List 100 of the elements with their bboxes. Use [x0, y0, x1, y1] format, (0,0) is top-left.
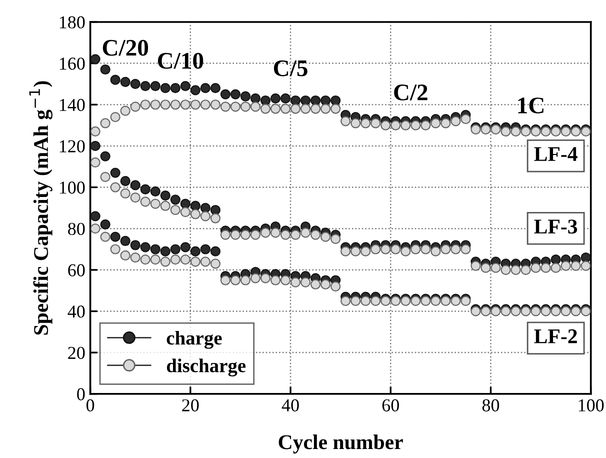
point — [160, 190, 170, 201]
point — [350, 118, 361, 128]
point — [180, 242, 190, 252]
legend-label: discharge — [166, 358, 246, 376]
point — [370, 296, 381, 306]
point — [110, 232, 120, 242]
point — [100, 151, 110, 162]
y-tick-label: 100 — [60, 182, 85, 194]
point — [320, 104, 331, 114]
point — [400, 246, 411, 256]
point — [320, 279, 331, 290]
point — [520, 264, 531, 275]
x-tick-label: 0 — [86, 399, 94, 412]
point — [550, 262, 561, 273]
point — [210, 258, 220, 269]
point — [580, 252, 591, 263]
point — [140, 100, 150, 110]
point — [200, 83, 210, 94]
annotation: C/20 — [102, 40, 148, 56]
x-tick-label: 100 — [578, 399, 604, 412]
point — [420, 244, 431, 254]
point — [450, 244, 461, 254]
point — [270, 93, 281, 104]
point — [280, 230, 291, 240]
point — [190, 256, 200, 267]
point — [90, 157, 100, 168]
y-tick-label: 80 — [68, 222, 85, 236]
point — [130, 180, 140, 190]
annotation: C/10 — [158, 52, 204, 69]
point — [270, 275, 281, 286]
point — [220, 230, 230, 240]
point — [120, 176, 130, 186]
point — [90, 224, 100, 234]
y-tick-label: 140 — [60, 98, 85, 112]
point — [510, 126, 521, 137]
point — [100, 219, 110, 230]
point — [100, 172, 110, 182]
point — [310, 230, 321, 240]
point — [410, 244, 421, 254]
point — [390, 244, 401, 254]
point — [150, 80, 160, 92]
point — [300, 277, 311, 288]
point — [360, 118, 371, 128]
point — [130, 252, 140, 263]
point — [240, 91, 251, 102]
point — [160, 100, 170, 110]
point — [480, 262, 491, 273]
point — [280, 93, 291, 104]
point — [270, 228, 281, 238]
x-tick-label: 60 — [382, 399, 399, 412]
point — [170, 254, 180, 265]
point — [240, 230, 251, 240]
y-tick-label: 60 — [68, 264, 85, 276]
point — [310, 279, 321, 290]
point — [530, 126, 541, 137]
point — [260, 228, 271, 238]
point — [530, 262, 541, 273]
point — [140, 80, 150, 92]
y-tick-label: 0 — [77, 388, 85, 400]
point — [330, 95, 341, 106]
point — [160, 83, 170, 94]
point — [330, 104, 341, 114]
point — [560, 126, 571, 137]
annotation: LF-2 — [534, 329, 577, 344]
point — [300, 95, 311, 106]
point — [100, 64, 110, 75]
point — [190, 200, 200, 211]
point — [130, 240, 140, 250]
point — [430, 246, 441, 256]
point — [330, 281, 341, 292]
point — [170, 204, 180, 216]
point — [220, 89, 230, 100]
point — [210, 213, 220, 224]
point — [110, 244, 120, 254]
point — [230, 89, 241, 100]
x-tick-label: 80 — [482, 399, 500, 412]
point — [170, 83, 180, 94]
point — [200, 202, 210, 213]
point — [170, 244, 180, 254]
point — [90, 54, 100, 64]
point — [210, 83, 220, 94]
point — [500, 126, 511, 137]
point — [140, 196, 150, 207]
point — [510, 264, 521, 275]
point — [150, 100, 160, 110]
y-axis-title: Specific Capacity (mAh g$^{−1}$) — [29, 81, 52, 335]
legend-label: charge — [166, 330, 222, 349]
point — [250, 93, 261, 104]
point — [200, 100, 210, 110]
point — [150, 198, 160, 209]
point — [230, 230, 241, 240]
point — [540, 126, 551, 137]
point — [130, 78, 140, 90]
point — [380, 244, 391, 254]
point — [120, 188, 130, 199]
point — [340, 246, 351, 256]
point — [230, 102, 241, 112]
point — [110, 168, 120, 178]
point — [140, 184, 150, 194]
point — [220, 102, 230, 112]
